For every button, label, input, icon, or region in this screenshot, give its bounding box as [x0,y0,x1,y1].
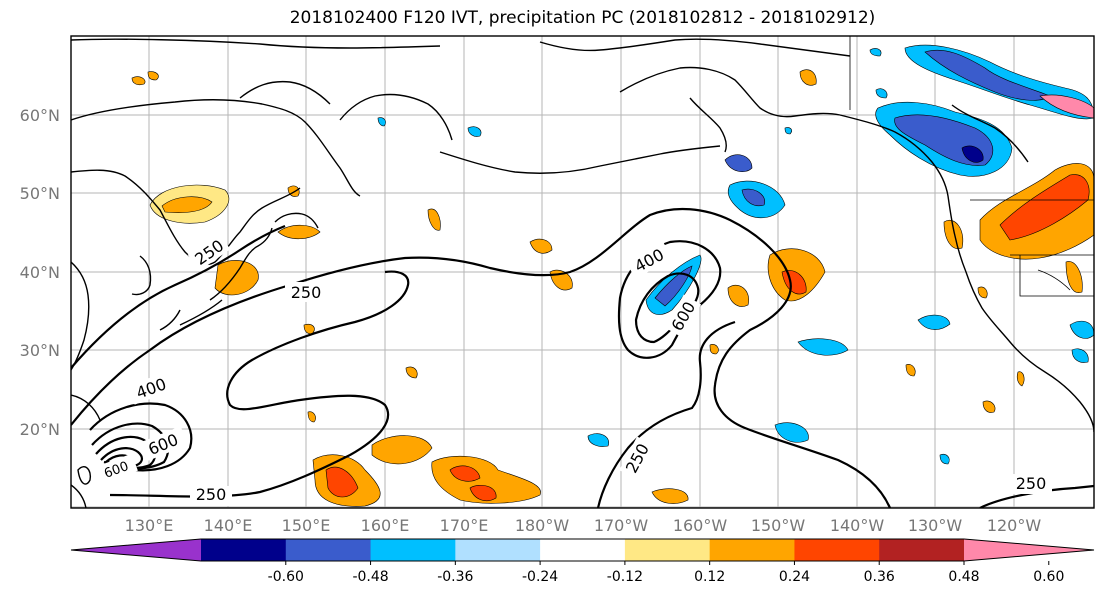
lat-label: 30°N [20,341,60,360]
lon-label: 140°W [830,516,885,535]
lat-label: 60°N [20,106,60,125]
lat-label: 20°N [20,420,60,439]
lon-label: 160°W [673,516,728,535]
contour-label-250-north: 250 [291,283,322,302]
latitude-labels: 60°N 50°N 40°N 30°N 20°N [20,106,60,439]
colorbar-ticks: -0.60 -0.48 -0.36 -0.24 -0.12 0.12 0.24 0.36 0.4… [268,561,1064,585]
ivt-contours [71,207,1094,508]
lat-label: 40°N [20,263,60,282]
colorbar-outline [70,538,1095,562]
colorbar-extend-low [71,539,201,561]
contour-label-250-south: 250 [196,485,227,504]
lon-label: 130°E [125,516,174,535]
lon-label: 160°E [361,516,410,535]
colorbar-segment [285,539,372,561]
precip-negative-shading [377,44,1094,465]
lon-label: 170°W [594,516,649,535]
map-frame [70,35,1095,509]
colorbar-extend-high [964,539,1094,561]
lon-label: 120°W [987,516,1042,535]
colorbar-tick-label: -0.36 [437,569,473,585]
longitude-labels: 130°E 140°E 150°E 160°E 170°E 180°W 170°… [125,516,1042,535]
lat-label: 50°N [20,184,60,203]
lon-label: 140°E [204,516,253,535]
colorbar-tick-label: -0.24 [522,569,558,585]
precip-positive-shading [131,69,1094,507]
lon-label: 180°W [515,516,570,535]
colorbar-segment [624,539,711,561]
lon-label: 150°E [282,516,331,535]
colorbar-tick-label: -0.60 [268,569,304,585]
colorbar-tick-label: -0.48 [352,569,388,585]
colorbar-tick-label: 0.24 [779,569,810,585]
lon-label: 170°E [440,516,489,535]
map-title: 2018102400 F120 IVT, precipitation PC (2… [289,8,876,28]
colorbar-segment [455,539,541,561]
colorbar-tick-label: 0.48 [948,569,979,585]
lon-label: 130°W [908,516,963,535]
political-borders [849,36,1094,297]
colorbar-segment [201,539,287,561]
colorbar-segment [879,539,965,561]
colorbar-segment [709,539,795,561]
lon-label: 150°W [751,516,806,535]
colorbar-segment [370,539,456,561]
colorbar-tick-label: 0.12 [694,569,725,585]
colorbar-segment [794,539,880,561]
colorbar-tick-label: -0.12 [607,569,643,585]
contour-label-250-east: 250 [1016,474,1047,493]
colorbar-tick-label: 0.36 [864,569,895,585]
colorbar-segment [540,539,626,561]
colorbar [70,538,1095,562]
colorbar-tick-label: 0.60 [1033,569,1064,585]
